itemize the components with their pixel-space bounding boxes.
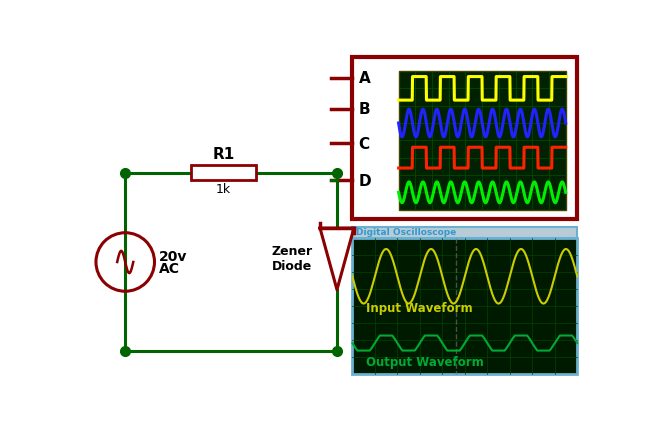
Text: R1: R1 bbox=[213, 147, 235, 162]
Text: Output Waveform: Output Waveform bbox=[366, 356, 484, 368]
Bar bbox=[190, 165, 256, 180]
Text: A: A bbox=[359, 71, 370, 86]
Text: D: D bbox=[359, 174, 371, 189]
Bar bbox=[398, 71, 566, 210]
Bar bbox=[352, 227, 577, 238]
Text: 1k: 1k bbox=[216, 183, 231, 196]
Bar bbox=[352, 238, 577, 374]
Text: B: B bbox=[359, 102, 370, 117]
Text: Input Waveform: Input Waveform bbox=[366, 303, 473, 315]
Text: 20v: 20v bbox=[159, 249, 187, 264]
Text: Digital Oscilloscope: Digital Oscilloscope bbox=[356, 228, 456, 237]
Bar bbox=[352, 57, 577, 219]
Text: Zener
Diode: Zener Diode bbox=[271, 245, 313, 273]
Text: C: C bbox=[359, 137, 370, 152]
Text: AC: AC bbox=[159, 262, 180, 276]
